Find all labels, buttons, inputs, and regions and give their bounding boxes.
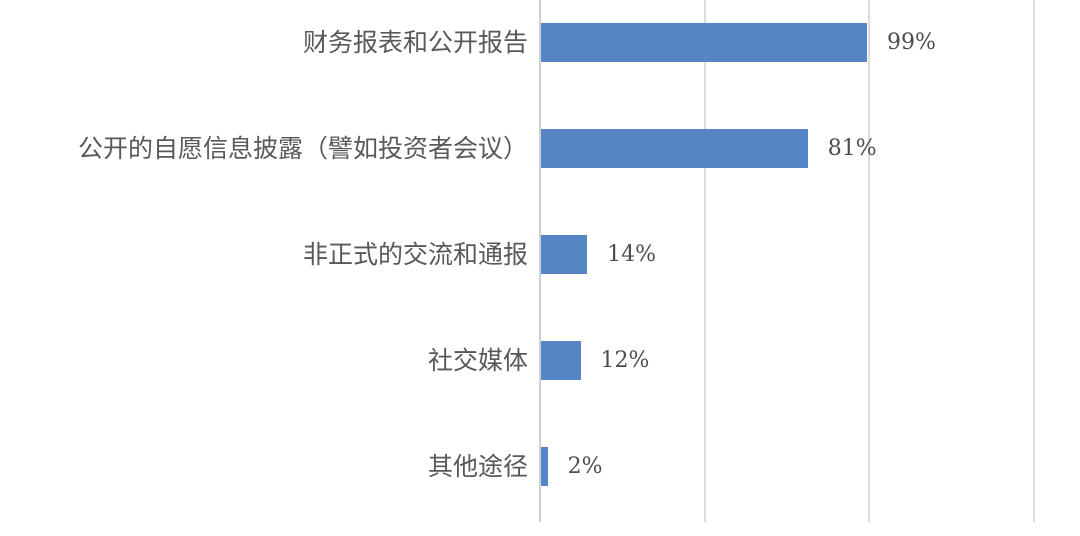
bar bbox=[541, 129, 808, 168]
value-label: 2% bbox=[567, 454, 603, 479]
gridline bbox=[1033, 0, 1035, 522]
gridline bbox=[868, 0, 871, 522]
bar bbox=[541, 447, 548, 486]
bar bbox=[541, 235, 588, 274]
gridline bbox=[703, 0, 706, 522]
category-label: 其他途径 bbox=[427, 452, 528, 481]
value-label: 99% bbox=[887, 30, 936, 55]
category-label: 社交媒体 bbox=[427, 346, 528, 375]
bar bbox=[541, 341, 581, 380]
value-label: 12% bbox=[600, 348, 650, 373]
value-label: 81% bbox=[827, 136, 877, 161]
value-label: 14% bbox=[607, 242, 656, 267]
category-label: 非正式的交流和通报 bbox=[302, 240, 528, 269]
category-label: 财务报表和公开报告 bbox=[302, 28, 528, 57]
value-axis-line bbox=[539, 0, 541, 522]
bar bbox=[541, 23, 868, 62]
category-label: 公开的自愿信息披露（譬如投资者会议） bbox=[77, 134, 528, 163]
